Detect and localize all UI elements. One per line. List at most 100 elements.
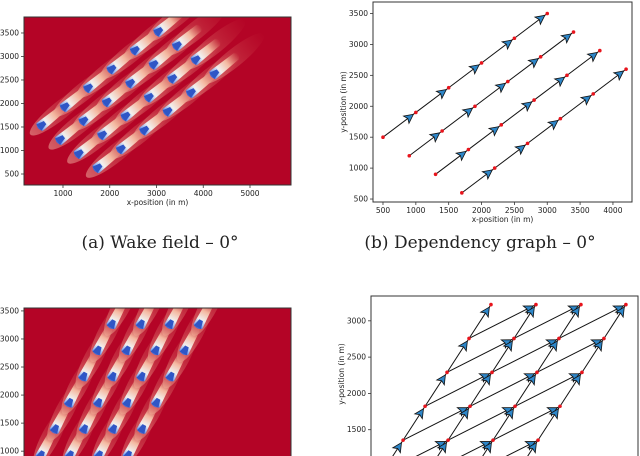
- y-tick-label: 3500: [0, 28, 19, 37]
- x-tick-label: 500: [376, 206, 391, 215]
- arrow-head: [547, 340, 558, 353]
- arrow-head: [481, 441, 492, 454]
- turbine-rotor: [106, 319, 116, 330]
- dependency-edge: [491, 338, 560, 373]
- plot-background: [371, 296, 638, 456]
- turbine-rotor: [115, 144, 126, 155]
- turbine-wake: [136, 352, 157, 382]
- y-tick-label: 1500: [347, 425, 366, 434]
- turbine-rotor: [121, 345, 131, 356]
- arrow-head: [435, 374, 446, 387]
- x-tick-label: 1000: [406, 206, 425, 215]
- y-tick-label: 1500: [0, 419, 19, 428]
- turbine-node: [579, 302, 583, 307]
- turbine-wake: [106, 352, 128, 382]
- turbine-wake: [97, 114, 127, 141]
- graph-area: [391, 302, 628, 456]
- dependency-edge: [469, 371, 538, 407]
- turbine-wake: [209, 53, 239, 80]
- arrow-head: [579, 95, 592, 106]
- arrow-head: [391, 441, 402, 454]
- turbine-node: [557, 336, 561, 341]
- turbine-rotor: [83, 83, 94, 94]
- arrow-head: [527, 58, 539, 69]
- turbine-rotor: [59, 102, 70, 112]
- turbine-wake: [121, 379, 142, 408]
- y-tick-label: 3500: [0, 306, 19, 315]
- arrow-head: [526, 441, 537, 454]
- arrow-head: [402, 113, 415, 125]
- turbine-node: [445, 370, 449, 375]
- turbine-wake: [64, 431, 85, 456]
- turbine-rotor: [93, 450, 103, 456]
- turbine-wake: [150, 326, 171, 356]
- turbine-wake: [83, 67, 113, 94]
- turbine-wake: [106, 48, 137, 75]
- turbine-node: [512, 36, 517, 41]
- turbine-wake: [106, 308, 127, 330]
- arrow-head: [468, 64, 480, 75]
- arrow-head: [514, 144, 526, 156]
- arrow-head: [480, 374, 491, 387]
- turbine-wake: [193, 308, 214, 330]
- y-tick-label: 500: [354, 195, 369, 204]
- turbine-wake: [120, 95, 151, 122]
- turbine-node: [401, 438, 405, 442]
- turbine-node: [492, 166, 497, 170]
- x-tick-label: 2500: [505, 206, 524, 215]
- dependency-edge: [424, 371, 493, 407]
- dependency-edge: [446, 338, 515, 373]
- y-axis-label: y-position (in m): [339, 71, 348, 133]
- turbine-wake: [92, 326, 113, 356]
- dependency-edge: [468, 304, 537, 339]
- arrow-head: [457, 340, 468, 353]
- turbine-rotor: [107, 371, 117, 382]
- arrow-head: [413, 408, 424, 420]
- turbine-node: [598, 48, 602, 53]
- turbine-rotor: [64, 397, 74, 408]
- turbine-wake: [73, 133, 104, 160]
- turbine-rotor: [167, 74, 178, 84]
- arrow-head: [503, 408, 514, 420]
- turbine-rotor: [122, 450, 132, 456]
- turbine-wake: [139, 109, 169, 136]
- turbine-node: [571, 30, 576, 34]
- turbine-node: [467, 336, 471, 341]
- turbine-rotor: [35, 450, 45, 456]
- y-tick-label: 1000: [0, 146, 19, 155]
- turbine-rotor: [55, 135, 66, 145]
- turbine-wake: [92, 147, 123, 174]
- turbine-wake: [190, 39, 221, 66]
- turbine-rotor: [151, 397, 161, 408]
- turbine-wake: [129, 29, 160, 56]
- arrow-head: [569, 306, 580, 319]
- y-tick-label: 3000: [349, 40, 368, 49]
- turbine-node: [580, 370, 584, 375]
- turbine-wake: [150, 379, 171, 408]
- dependency-edge: [513, 304, 582, 339]
- arrow-head: [435, 88, 448, 100]
- dependency-graph-plot-rotated: 1500 2000 2500 3000 y-position (in m): [337, 295, 639, 456]
- turbine-node: [466, 147, 471, 152]
- turbine-node: [558, 404, 562, 409]
- arrow-head: [436, 441, 447, 454]
- turbine-wake: [143, 76, 174, 103]
- turbine-rotor: [150, 345, 160, 356]
- plot-frame: [372, 1, 633, 203]
- turbine-node: [558, 116, 563, 121]
- turbine-wake: [171, 25, 202, 51]
- turbine-rotor: [129, 45, 140, 56]
- arrow-head: [553, 76, 566, 88]
- y-tick-label: 3000: [0, 334, 19, 343]
- x-tick-label: 3000: [147, 189, 166, 198]
- dependency-edge: [460, 439, 494, 456]
- dependency-graph-plot-0deg: 500 1000 1500 2000 2500 3000 3500 500 1000 1500 20…: [339, 1, 633, 224]
- x-tick-label: 1500: [439, 206, 458, 215]
- turbine-node: [532, 98, 536, 102]
- dependency-edge: [558, 304, 627, 339]
- turbine-wake: [125, 62, 155, 89]
- turbine-wake: [78, 405, 99, 434]
- y-tick-label: 1000: [0, 447, 19, 456]
- turbine-node: [414, 110, 418, 115]
- turbine-node: [535, 370, 539, 375]
